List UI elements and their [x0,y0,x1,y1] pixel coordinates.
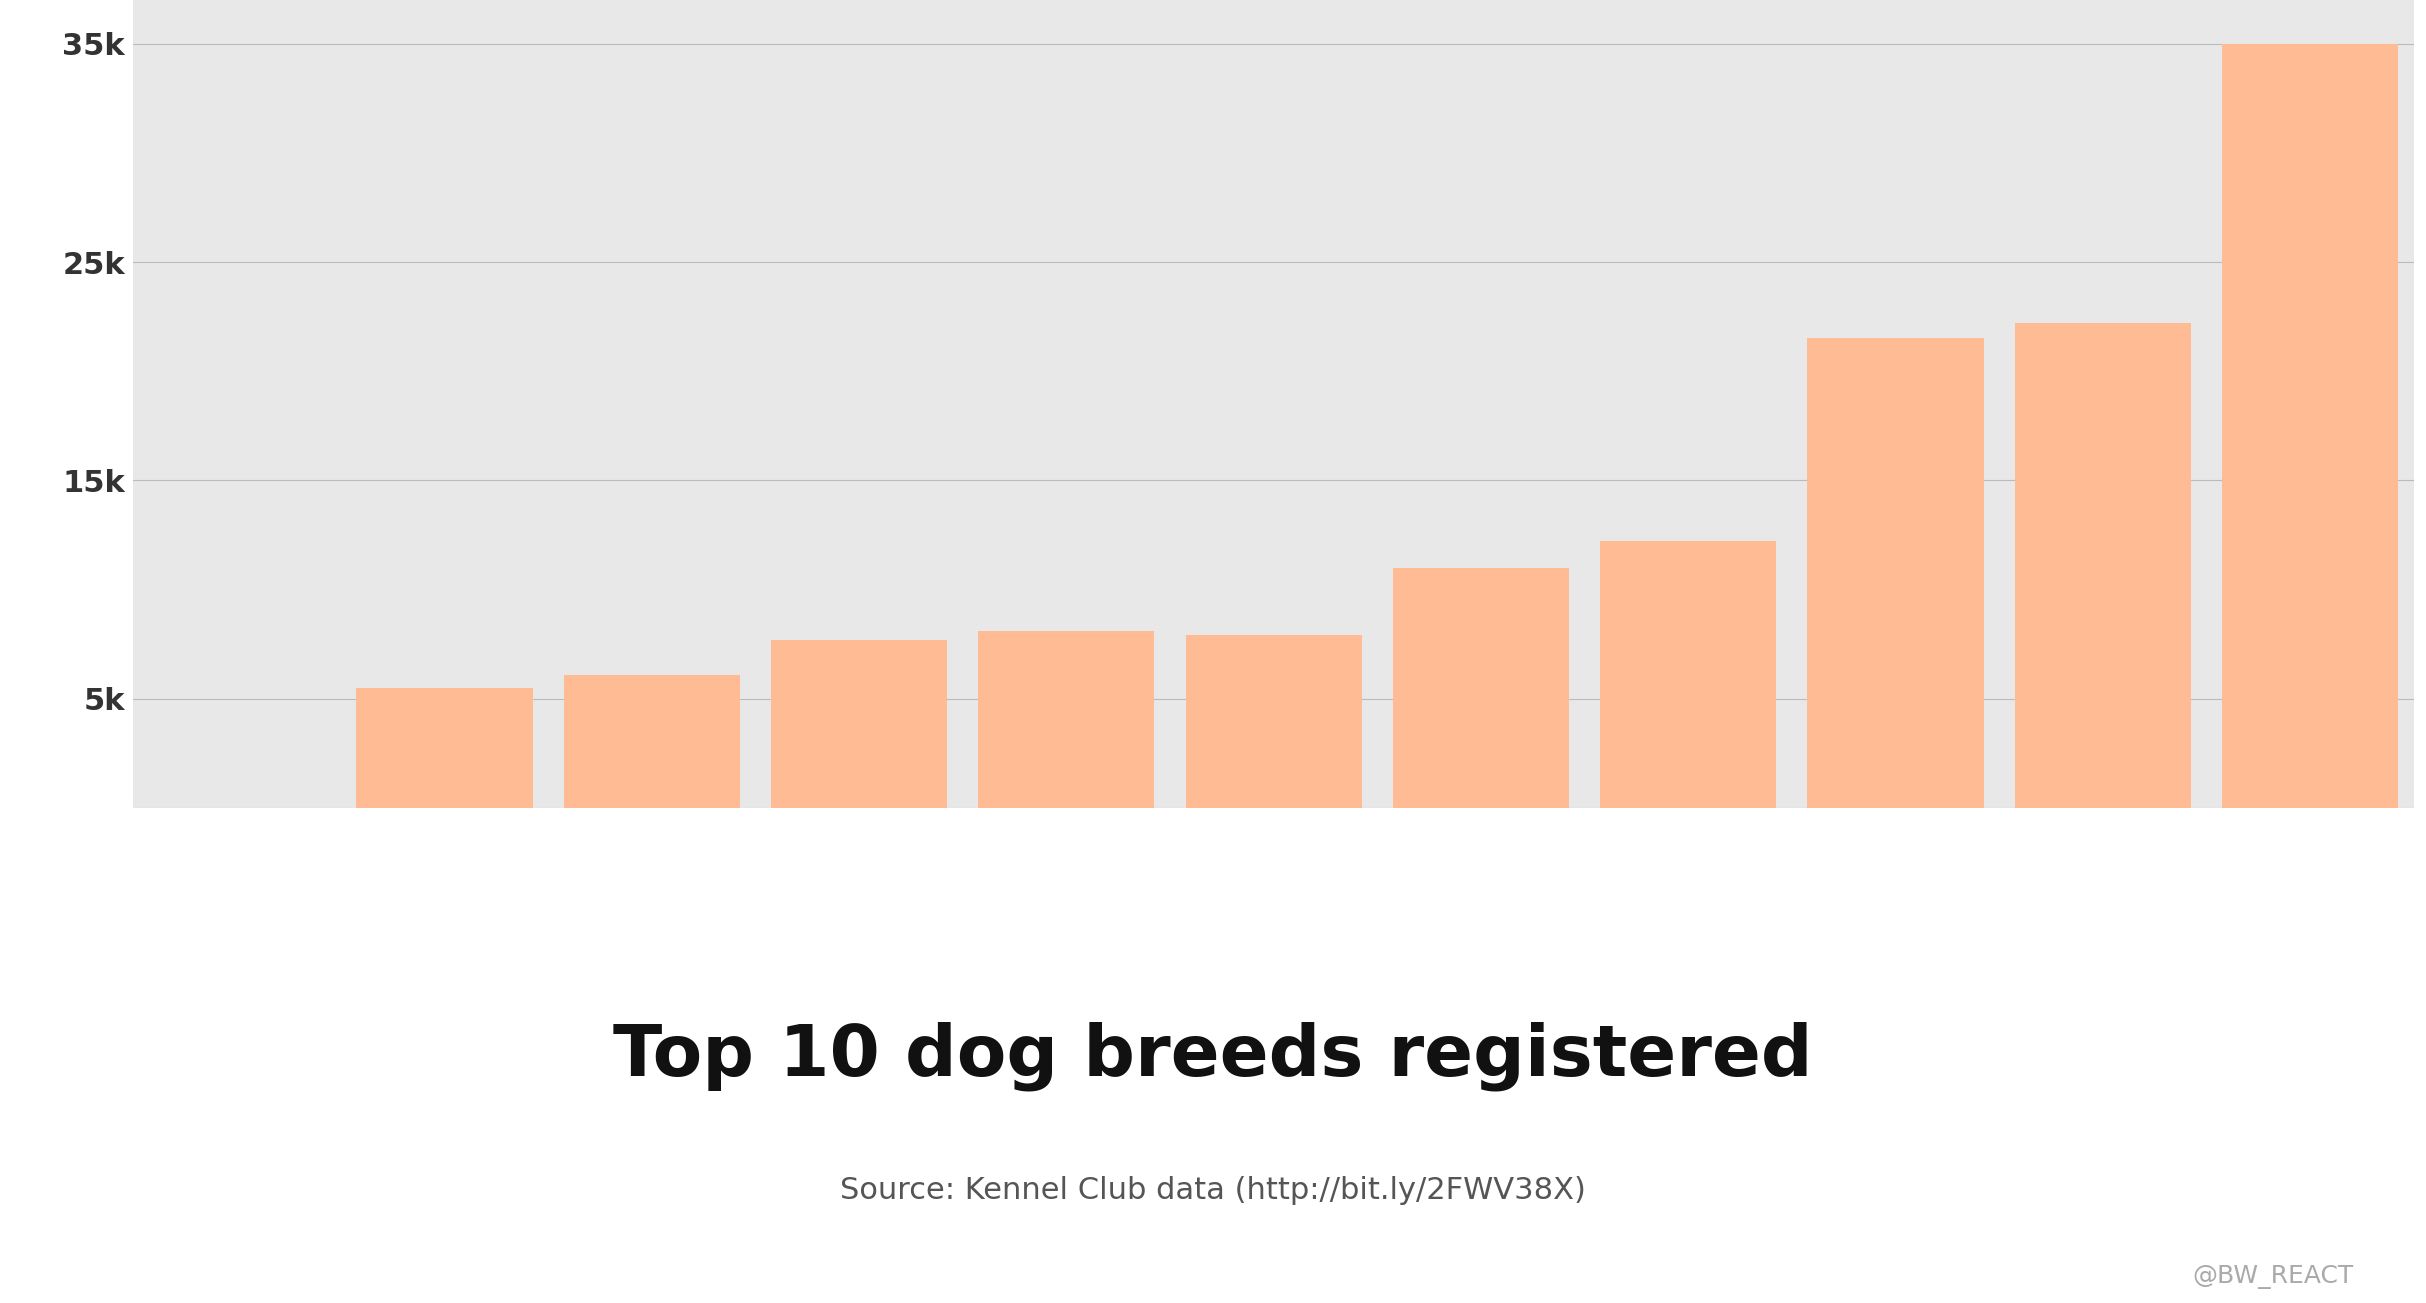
Bar [2014,323,2191,808]
Bar [771,640,946,808]
Bar [2222,44,2399,808]
Bar [1186,636,1361,808]
Bar [357,688,531,808]
Text: GERMAN
SHEPHERD: GERMAN SHEPHERD [1002,857,1131,902]
Bar [1393,568,1570,808]
Text: BULLDOG: BULLDOG [1218,869,1329,890]
Text: LABRADOR: LABRADOR [2246,869,2375,890]
Text: 0: 0 [230,869,245,890]
Text: COCKER
SPANIEL: COCKER SPANIEL [2055,857,2152,902]
Bar [978,631,1155,808]
Bar [1601,542,1776,808]
Bar [1807,339,1984,808]
Text: BORDER
TERRIER: BORDER TERRIER [395,857,492,902]
Text: @BW_REACT: @BW_REACT [2193,1265,2353,1289]
Text: Source: Kennel Club data (http://bit.ly/2FWV38X): Source: Kennel Club data (http://bit.ly/… [839,1175,1587,1205]
Text: Top 10 dog breeds registered: Top 10 dog breeds registered [614,1022,1812,1092]
Text: MINIATURE
SCHNAUZER: MINIATURE SCHNAUZER [580,857,723,902]
Bar [563,675,740,808]
Text: FRENCH
BULLDOG: FRENCH BULLDOG [1839,857,1951,902]
Text: GOLDEN
RETRIEVER: GOLDEN RETRIEVER [796,857,924,902]
Text: PUG: PUG [1664,869,1713,890]
Text: ENG SPRINGER
SPANIEL: ENG SPRINGER SPANIEL [1393,857,1567,902]
